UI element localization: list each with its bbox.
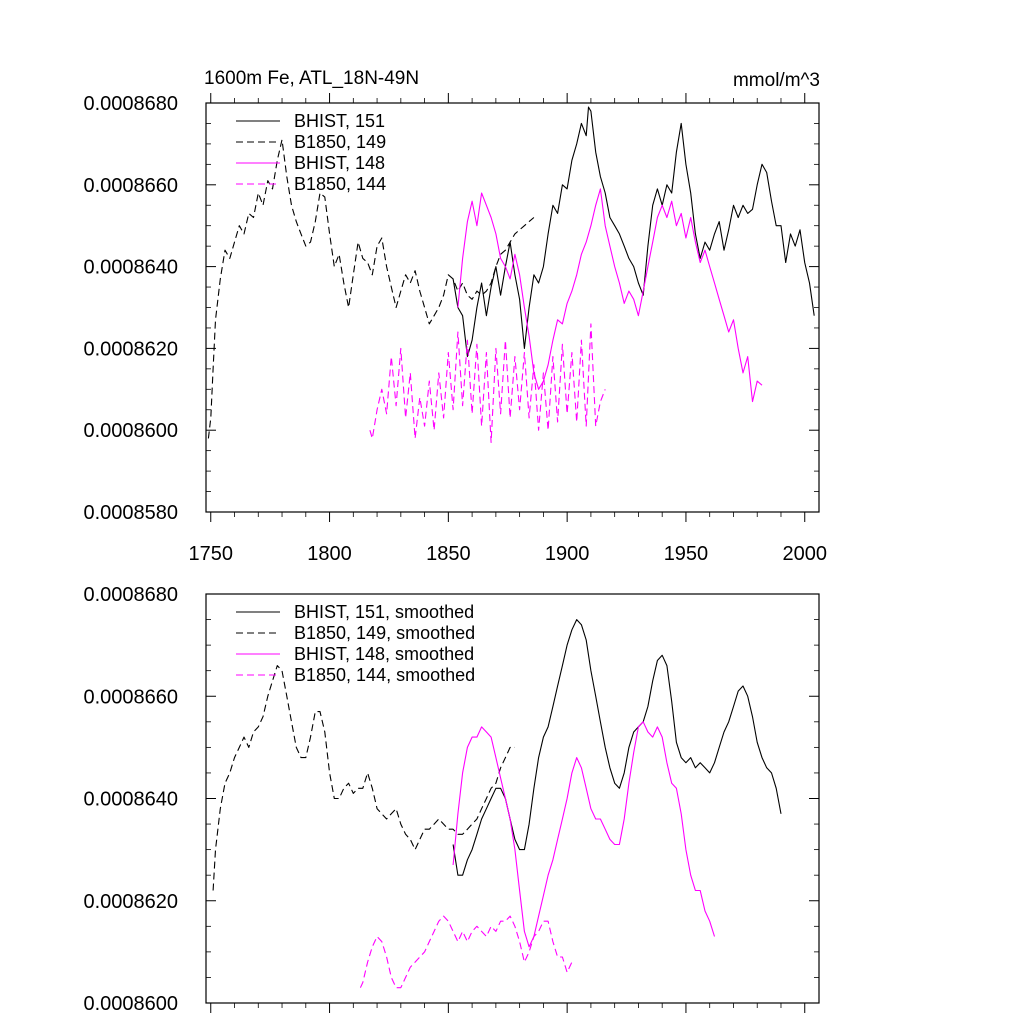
top-x-tick-label: 1850: [426, 543, 471, 565]
top-y-tick-label: 0.0008680: [83, 93, 178, 115]
top-y-tick-label: 0.0008580: [83, 502, 178, 524]
top-series-line-3: [457, 188, 763, 403]
top-x-tick-label: 1800: [307, 543, 352, 565]
top-legend-label: B1850, 144: [294, 174, 386, 194]
top-series-line-1: [452, 106, 815, 358]
top-y-tick-label: 0.0008620: [83, 338, 178, 360]
units-label: mmol/m^3: [733, 70, 820, 91]
top-y-tick-label: 0.0008660: [83, 175, 178, 197]
top-plot-panel: 1600m Fe, ATL_18N-49N mmol/m^3 0.0008580…: [83, 68, 827, 565]
bottom-legend-label: B1850, 149, smoothed: [294, 623, 475, 643]
top-series-line-2: [207, 139, 535, 439]
bottom-series-line-1: [452, 619, 782, 876]
top-legend-label: B1850, 149: [294, 132, 386, 152]
bottom-y-tick-label: 0.0008600: [83, 993, 178, 1015]
bottom-series-line-3: [452, 721, 716, 948]
top-legend-label: BHIST, 148: [294, 153, 385, 173]
bottom-series-line-4: [359, 915, 573, 989]
bottom-legend-label: BHIST, 151, smoothed: [294, 602, 474, 622]
top-y-tick-label: 0.0008600: [83, 420, 178, 442]
bottom-y-tick-label: 0.0008660: [83, 686, 178, 708]
top-x-tick-label: 1750: [189, 543, 234, 565]
top-y-tick-label: 0.0008640: [83, 257, 178, 279]
top-plot-title: 1600m Fe, ATL_18N-49N: [204, 68, 419, 89]
bottom-plot-panel: 0.0008600 0.0008620 0.0008640 0.0008660 0.00…: [83, 584, 820, 1015]
top-x-tick-label: 1950: [664, 543, 709, 565]
top-x-tick-label: 2000: [782, 543, 827, 565]
bottom-y-tick-label: 0.0008620: [83, 891, 178, 913]
bottom-y-tick-label: 0.0008680: [83, 584, 178, 606]
bottom-y-tick-label: 0.0008640: [83, 789, 178, 811]
top-legend-label: BHIST, 151: [294, 111, 385, 131]
bottom-series-line-2: [212, 665, 515, 891]
top-series-line-4: [369, 323, 606, 444]
bottom-legend-label: BHIST, 148, smoothed: [294, 644, 474, 664]
top-x-tick-label: 1900: [545, 543, 590, 565]
bottom-legend-label: B1850, 144, smoothed: [294, 665, 475, 685]
